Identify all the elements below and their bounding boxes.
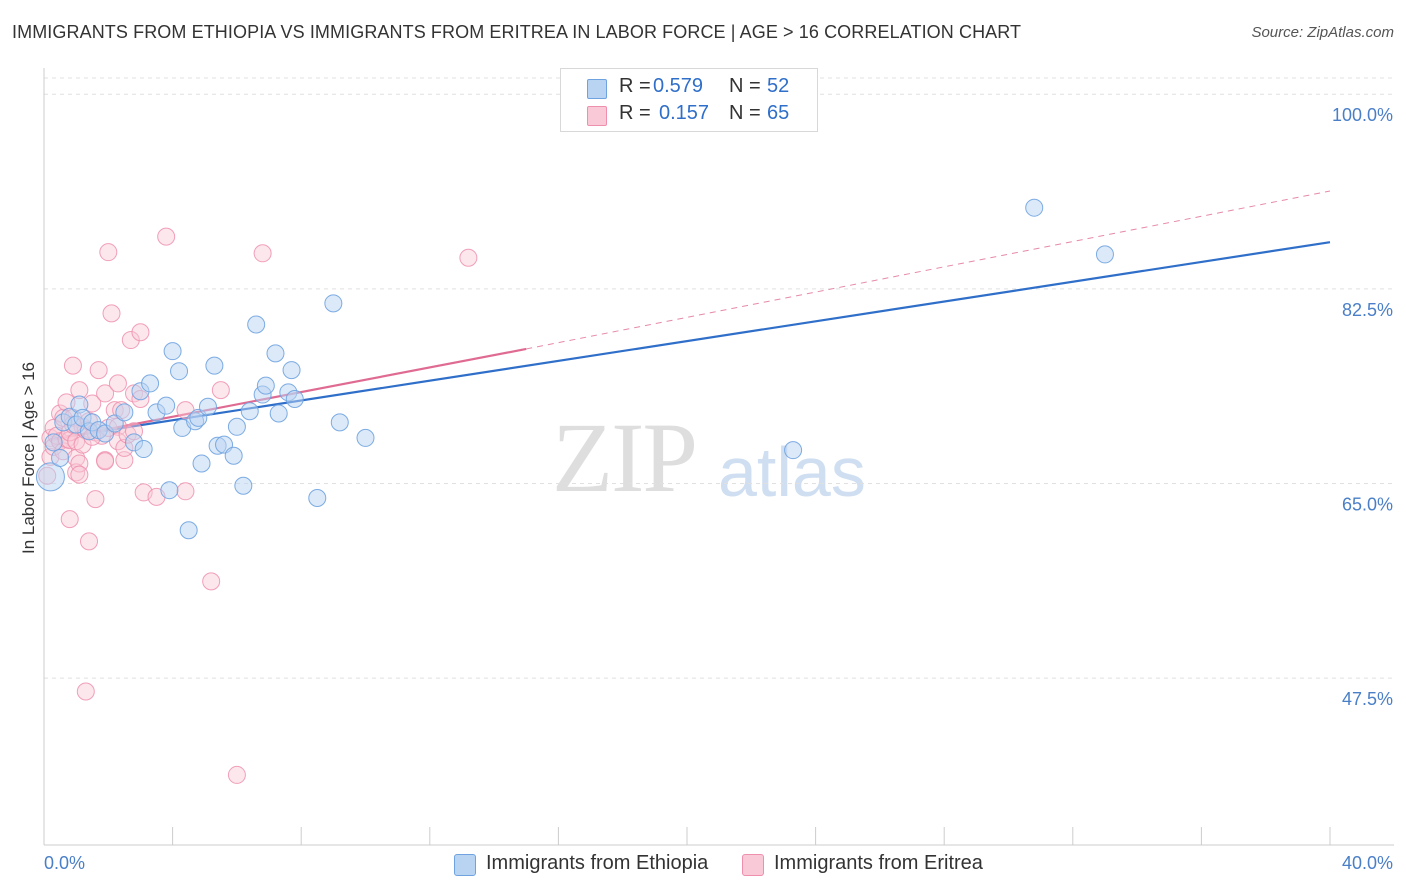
legend-n-label: N =	[729, 75, 761, 97]
legend-r-label: R =	[619, 75, 651, 97]
ethiopia-legend-swatch	[454, 854, 476, 876]
ethiopia-point	[115, 403, 134, 422]
ethiopia-point	[282, 361, 301, 380]
y-axis-title: In Labor Force | Age > 16	[19, 362, 38, 554]
eritrea-point	[157, 227, 176, 246]
x-tick-label: 0.0%	[44, 853, 85, 873]
ethiopia-point	[247, 315, 266, 334]
ethiopia-points	[35, 198, 1114, 540]
ethiopia-point	[205, 356, 224, 375]
eritrea-point	[89, 361, 108, 380]
eritrea-point	[202, 572, 221, 591]
ethiopia-point	[1095, 245, 1114, 264]
ethiopia-point	[141, 374, 160, 393]
ethiopia-point	[35, 462, 65, 492]
eritrea-point	[96, 384, 115, 403]
ethiopia-point	[51, 448, 70, 467]
eritrea-point	[80, 532, 99, 551]
y-tick-label: 82.5%	[1342, 300, 1393, 320]
ethiopia-swatch	[587, 79, 607, 99]
eritrea-point	[70, 465, 89, 484]
ethiopia-point	[198, 397, 217, 416]
eritrea-point	[121, 331, 140, 350]
eritrea-point	[211, 381, 230, 400]
ethiopia-point	[170, 362, 189, 381]
eritrea-point	[115, 451, 134, 470]
eritrea-point	[176, 482, 195, 501]
ethiopia-point	[324, 294, 343, 313]
eritrea-point	[227, 765, 246, 784]
gridlines	[44, 77, 1394, 679]
ethiopia-point	[227, 417, 246, 436]
legend-n-value: 65	[767, 102, 790, 124]
ethiopia-point	[134, 440, 153, 459]
ethiopia-point	[266, 344, 285, 363]
legend-row-eritrea: R = 0.157 N = 65	[561, 102, 817, 128]
legend-n-value: 52	[767, 75, 790, 97]
legend-n-label: N =	[729, 102, 761, 124]
ethiopia-point	[784, 441, 803, 460]
ethiopia-point	[234, 476, 253, 495]
eritrea-trend-extension	[526, 190, 1331, 350]
eritrea-point	[76, 682, 95, 701]
eritrea-point	[108, 374, 127, 393]
eritrea-point	[253, 244, 272, 263]
ethiopia-point	[157, 396, 176, 415]
ethiopia-point	[224, 446, 243, 465]
ethiopia-point	[163, 342, 182, 361]
eritrea-point	[96, 452, 115, 471]
tick-labels: 47.5% 65.0% 82.5% 100.0% 0.0% 40.0%	[44, 105, 1393, 873]
ethiopia-point	[160, 481, 179, 500]
legend-r-value: 0.579	[653, 75, 704, 97]
y-tick-label: 47.5%	[1342, 689, 1393, 709]
ethiopia-legend-label: Immigrants from Ethiopia	[486, 852, 709, 874]
ethiopia-point	[240, 402, 259, 421]
eritrea-point	[102, 304, 121, 323]
eritrea-legend-swatch	[742, 854, 764, 876]
y-tick-label: 100.0%	[1332, 105, 1393, 125]
eritrea-point	[131, 323, 150, 342]
y-tick-label: 65.0%	[1342, 495, 1393, 515]
legend-r-label: R =	[619, 102, 651, 124]
eritrea-point	[99, 243, 118, 262]
x-tick-label: 40.0%	[1342, 853, 1393, 873]
legend-r-value: 0.157	[659, 102, 710, 124]
chart-title: IMMIGRANTS FROM ETHIOPIA VS IMMIGRANTS F…	[12, 22, 1022, 42]
eritrea-point	[63, 356, 82, 375]
eritrea-points	[38, 227, 478, 784]
legend-row-ethiopia: R = 0.579 N = 52	[561, 75, 817, 101]
eritrea-point	[86, 490, 105, 509]
ethiopia-point	[44, 433, 63, 452]
ethiopia-point	[285, 389, 304, 408]
axes	[43, 68, 1394, 846]
source-label: Source: ZipAtlas.com	[1251, 24, 1394, 41]
ethiopia-point	[330, 413, 349, 432]
eritrea-point	[459, 248, 478, 267]
trend-lines	[50, 190, 1331, 442]
watermark-zip: ZIP	[552, 402, 698, 513]
ethiopia-point	[356, 428, 375, 447]
correlation-legend: R = 0.579 N = 52 R = 0.157 N = 65	[560, 68, 818, 132]
eritrea-point	[60, 510, 79, 529]
ethiopia-point	[269, 404, 288, 423]
ethiopia-point	[1025, 198, 1044, 217]
ethiopia-point	[192, 454, 211, 473]
ethiopia-point	[308, 488, 327, 507]
ethiopia-point	[256, 376, 275, 395]
ethiopia-point	[179, 521, 198, 540]
eritrea-swatch	[587, 106, 607, 126]
eritrea-legend-label: Immigrants from Eritrea	[774, 852, 983, 874]
ethiopia-trend-line	[50, 241, 1331, 441]
